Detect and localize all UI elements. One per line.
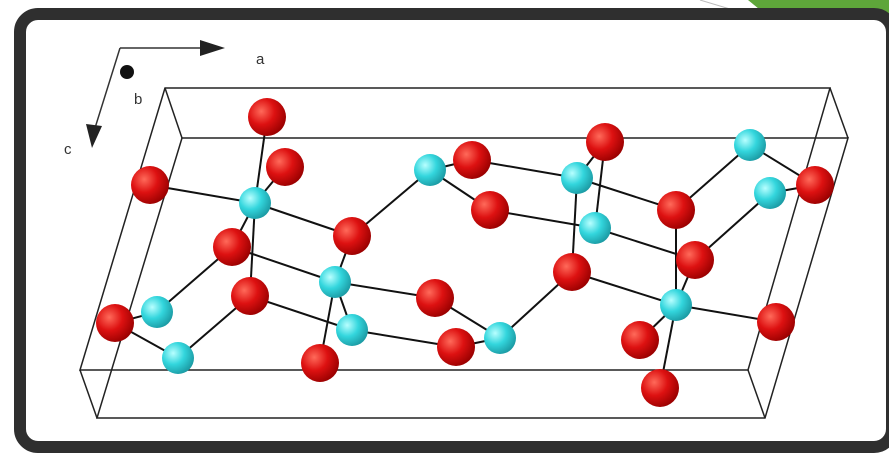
scene: a b c — [0, 0, 889, 453]
oxygen-atom — [437, 328, 475, 366]
page: a b c (() => { const data = JSON.parse(d… — [0, 0, 889, 453]
metal-atom — [414, 154, 446, 186]
metal-atom — [162, 342, 194, 374]
metal-atom — [734, 129, 766, 161]
axis-label-b: b — [134, 91, 142, 108]
oxygen-atom — [553, 253, 591, 291]
oxygen-atom — [231, 277, 269, 315]
oxygen-atom — [131, 166, 169, 204]
metal-atom — [660, 289, 692, 321]
oxygen-atom — [213, 228, 251, 266]
oxygen-atom — [333, 217, 371, 255]
metal-atom — [754, 177, 786, 209]
oxygen-atom — [641, 369, 679, 407]
frame — [20, 14, 889, 447]
oxygen-atom — [657, 191, 695, 229]
metal-atom — [484, 322, 516, 354]
oxygen-atom — [757, 303, 795, 341]
oxygen-atom — [96, 304, 134, 342]
oxygen-atom — [301, 344, 339, 382]
metal-atom — [579, 212, 611, 244]
oxygen-atom — [586, 123, 624, 161]
oxygen-atom — [453, 141, 491, 179]
oxygen-atom — [621, 321, 659, 359]
metal-atom — [141, 296, 173, 328]
oxygen-atom — [676, 241, 714, 279]
axis-label-c: c — [64, 141, 72, 158]
metal-atom — [336, 314, 368, 346]
oxygen-atom — [796, 166, 834, 204]
metal-atom — [319, 266, 351, 298]
metal-atom — [239, 187, 271, 219]
metal-atom — [561, 162, 593, 194]
axis-label-a: a — [256, 51, 265, 68]
oxygen-atom — [248, 98, 286, 136]
oxygen-atom — [266, 148, 304, 186]
oxygen-atom — [471, 191, 509, 229]
oxygen-atom — [416, 279, 454, 317]
